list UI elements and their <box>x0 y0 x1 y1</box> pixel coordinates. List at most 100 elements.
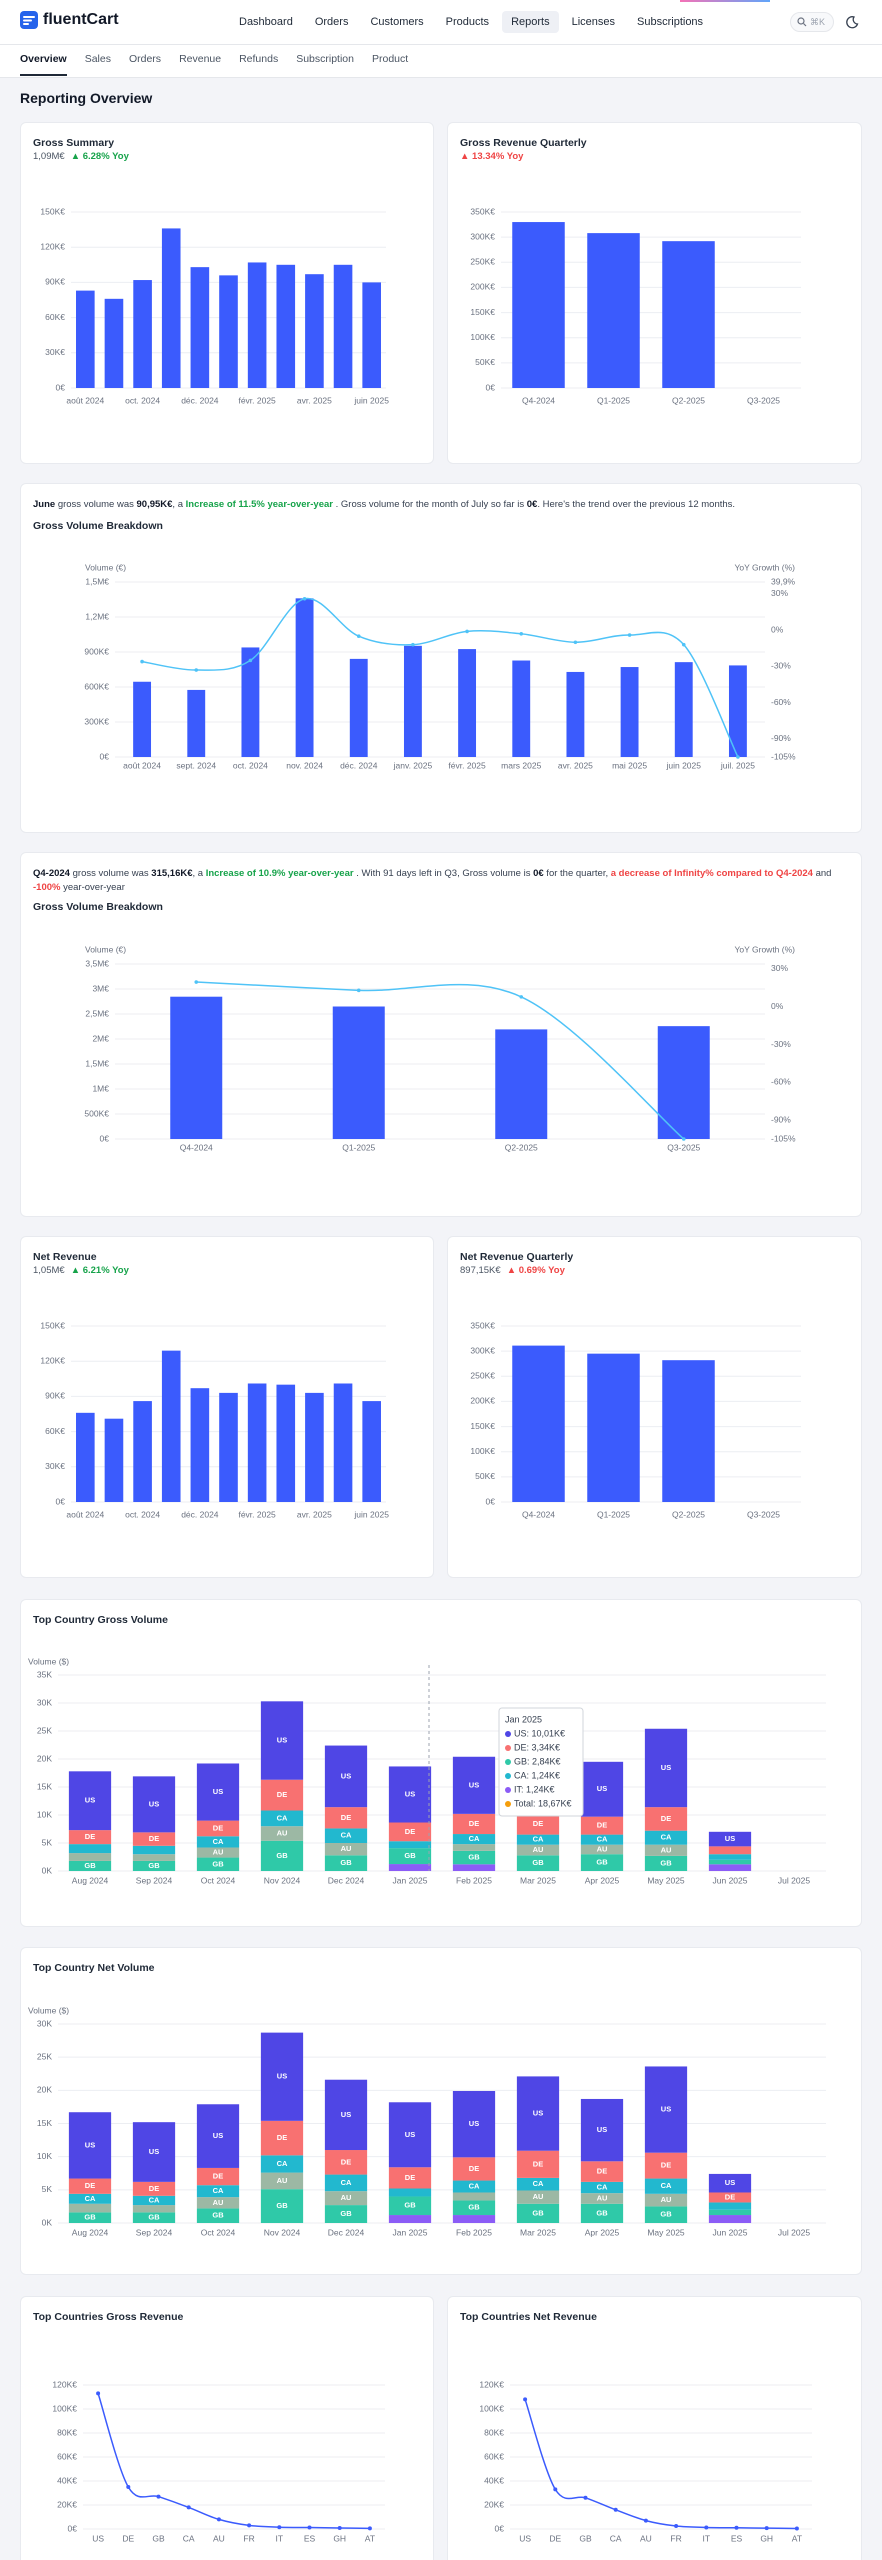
y-tick-label: 15K <box>37 2118 52 2128</box>
bar-segment <box>132 1854 176 1861</box>
y-tick-label: 1,2M€ <box>85 611 109 621</box>
line <box>141 598 739 758</box>
bar-segment <box>708 1846 752 1855</box>
tooltip-item: DE: 3,34K€ <box>514 1742 560 1752</box>
segment-label: US <box>85 2140 95 2149</box>
x-tick-label: mai 2025 <box>612 760 647 770</box>
segment-label: US <box>597 2125 607 2134</box>
x-tick-label: IT <box>276 2533 284 2543</box>
segment-label: GB <box>148 2213 160 2222</box>
bar-segment <box>580 2161 624 2182</box>
tab[interactable]: Orders <box>128 53 162 65</box>
segment-label: CA <box>533 1835 544 1844</box>
bar <box>219 275 238 388</box>
tooltip-title: Jan 2025 <box>505 1714 542 1724</box>
segment-label: DE <box>405 2173 415 2182</box>
bar <box>305 1392 324 1502</box>
x-tick-label: oct. 2024 <box>233 760 268 770</box>
y-tick-label: 100K€ <box>52 2403 77 2413</box>
accent-line <box>680 0 770 2</box>
bar <box>190 267 210 388</box>
bar <box>587 1353 640 1502</box>
line-point <box>681 1137 686 1141</box>
y-tick-label: 350K€ <box>470 1320 495 1330</box>
x-tick-label: Dec 2024 <box>328 2227 365 2237</box>
nav-item[interactable]: Products <box>445 16 490 28</box>
bar-segment <box>260 2172 304 2190</box>
x-tick-label: Dec 2024 <box>328 1875 365 1885</box>
x-tick-label: Jan 2025 <box>393 1875 428 1885</box>
bar-segment <box>388 1766 432 1823</box>
nav-item[interactable]: Customers <box>370 16 424 28</box>
x-tick-label: Jun 2025 <box>713 2227 748 2237</box>
tab[interactable]: Subscription <box>296 53 354 65</box>
bar-segment <box>388 2196 432 2216</box>
bar-segment <box>196 2197 240 2209</box>
bar-segment <box>516 2177 560 2191</box>
card-title: Gross Volume Breakdown <box>33 520 163 532</box>
nav-item[interactable]: Subscriptions <box>637 16 704 28</box>
x-tick-label: févr. 2025 <box>448 760 486 770</box>
nav-item[interactable]: Licenses <box>571 16 616 28</box>
chart-card: 0€ 50K€ 100K€ 150K€ 200K€ 250K€ 300K€ 350K€ Q4-2… <box>447 1236 862 1578</box>
tab[interactable]: Revenue <box>179 53 222 65</box>
tab[interactable]: Sales <box>84 53 111 65</box>
bar-segment <box>388 2188 432 2197</box>
line-point <box>794 2526 799 2531</box>
y-tick-label: 40K€ <box>57 2475 77 2485</box>
y-tick-label: 2M€ <box>92 1033 109 1043</box>
tooltip-item: US: 10,01K€ <box>514 1728 565 1738</box>
tab[interactable]: Product <box>371 53 409 65</box>
segment-label: GB <box>276 1851 288 1860</box>
bar <box>362 282 381 388</box>
y-tick-label: 0€ <box>100 1133 110 1143</box>
y2-tick-label: 39,9% <box>771 576 796 586</box>
segment-label: GB <box>596 1858 608 1867</box>
y-tick-label: 250K€ <box>470 1371 495 1381</box>
bar <box>403 645 422 757</box>
bar <box>674 662 693 757</box>
tab[interactable]: Refunds <box>239 53 279 65</box>
segment-label: US <box>85 1796 95 1805</box>
bar-segment <box>388 1864 432 1871</box>
nav-item[interactable]: Orders <box>314 16 349 28</box>
segment-label: GB <box>660 1858 672 1867</box>
search[interactable]: ⌘K <box>790 12 834 32</box>
bar <box>512 660 531 757</box>
nav-item[interactable]: Dashboard <box>239 16 293 28</box>
x-tick-label: Apr 2025 <box>585 2227 620 2237</box>
summary-segment: 0€ <box>533 868 544 879</box>
x-tick-label: Jun 2025 <box>713 1875 748 1885</box>
segment-label: GB <box>404 2201 416 2210</box>
segment-label: GB <box>340 1858 352 1867</box>
bar <box>276 1384 296 1502</box>
y-tick-label: 50K€ <box>475 1471 495 1481</box>
bar <box>276 264 296 388</box>
logo[interactable]: fluentCart <box>20 11 119 29</box>
x-tick-label: Jan 2025 <box>393 2227 428 2237</box>
y2-tick-label: -90% <box>771 1114 791 1124</box>
bar-segment <box>324 1843 368 1856</box>
summary-segment: Increase of 11.5% year-over-year <box>185 499 333 510</box>
y-tick-label: 15K <box>37 1781 52 1791</box>
bar-segment <box>644 2178 688 2194</box>
segment-label: US <box>533 2109 543 2118</box>
segment-label: AU <box>661 1845 672 1854</box>
segment-label: CA <box>213 1837 224 1846</box>
bar-segment <box>644 2193 688 2207</box>
line-point <box>367 2526 372 2531</box>
theme-toggle[interactable] <box>845 15 859 29</box>
tab[interactable]: Overview <box>20 53 67 76</box>
bar-segment <box>68 1853 112 1861</box>
segment-label: DE <box>149 1834 159 1843</box>
bar-segment <box>580 2181 624 2194</box>
y2-tick-label: -30% <box>771 1039 791 1049</box>
y-tick-label: 50K€ <box>475 357 495 367</box>
segment-label: CA <box>341 2178 352 2187</box>
nav-item[interactable]: Reports <box>502 11 559 33</box>
segment-label: DE <box>149 2184 159 2193</box>
card-title: Top Country Net Volume <box>33 1962 155 1974</box>
segment-label: US <box>277 1736 287 1745</box>
y-axis-label: Volume ($) <box>28 1656 69 1666</box>
bar-segment <box>196 1763 240 1821</box>
